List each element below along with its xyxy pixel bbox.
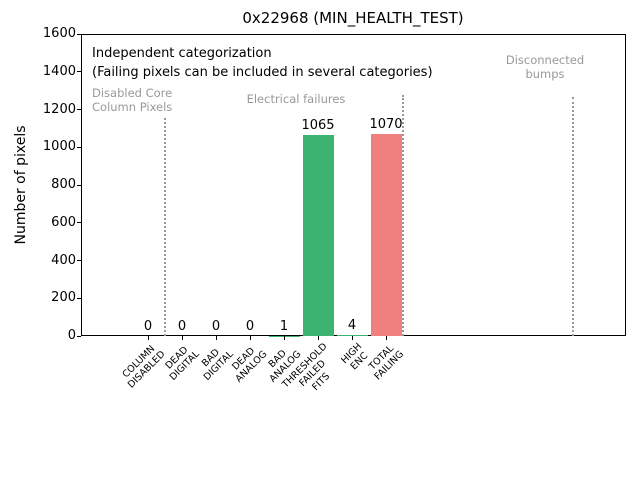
x-tick [317, 336, 319, 340]
y-tick [77, 71, 81, 73]
bar [370, 134, 402, 336]
bar-value-label: 1070 [369, 117, 403, 133]
x-tick [283, 336, 285, 340]
note-failing-pixels: (Failing pixels can be included in sever… [92, 65, 433, 80]
group-label-electrical-failures: Electrical failures [246, 92, 346, 106]
bar-value-label: 0 [143, 319, 153, 334]
note-independent-categorization: Independent categorization [92, 46, 272, 61]
y-tick [77, 184, 81, 186]
chart-title: 0x22968 (MIN_HEALTH_TEST) [242, 9, 464, 27]
y-tick-label: 800 [51, 177, 76, 192]
y-tick-label: 1400 [42, 63, 76, 79]
y-tick [77, 335, 81, 337]
y-tick [77, 260, 81, 261]
group-label-disconnected-bumps: Disconnected bumps [505, 53, 585, 82]
y-tick-label: 400 [51, 252, 76, 268]
bar-value-label: 4 [347, 318, 357, 334]
x-tick-label: TOTAL FAILING [366, 343, 406, 383]
separator-dotted-line [402, 95, 404, 336]
x-tick [351, 336, 353, 340]
y-tick [77, 222, 81, 224]
y-tick-label: 1600 [42, 26, 76, 41]
bar-value-label: 1 [279, 318, 289, 334]
separator-dotted-line [164, 118, 166, 336]
y-tick [77, 146, 81, 148]
bar-value-label: 1065 [301, 117, 335, 133]
y-tick-label: 1000 [42, 139, 76, 155]
y-tick [77, 297, 81, 299]
x-tick [385, 336, 387, 340]
y-tick-label: 0 [67, 328, 76, 343]
bar [302, 134, 334, 336]
x-tick [215, 336, 217, 340]
y-tick-label: 1200 [42, 101, 76, 117]
y-tick-label: 600 [51, 214, 76, 230]
y-tick [77, 109, 81, 110]
bar [336, 335, 368, 336]
x-tick [147, 336, 149, 340]
x-tick [181, 336, 183, 340]
x-tick [249, 336, 251, 340]
separator-dotted-line [572, 97, 574, 336]
y-tick [77, 33, 81, 35]
y-tick-label: 200 [51, 290, 76, 306]
bar-value-label: 0 [245, 319, 255, 334]
group-label-disabled-core-column-pixels: Disabled Core Column Pixels [92, 86, 173, 115]
bar-value-label: 0 [211, 319, 221, 334]
bar-value-label: 0 [177, 319, 187, 334]
